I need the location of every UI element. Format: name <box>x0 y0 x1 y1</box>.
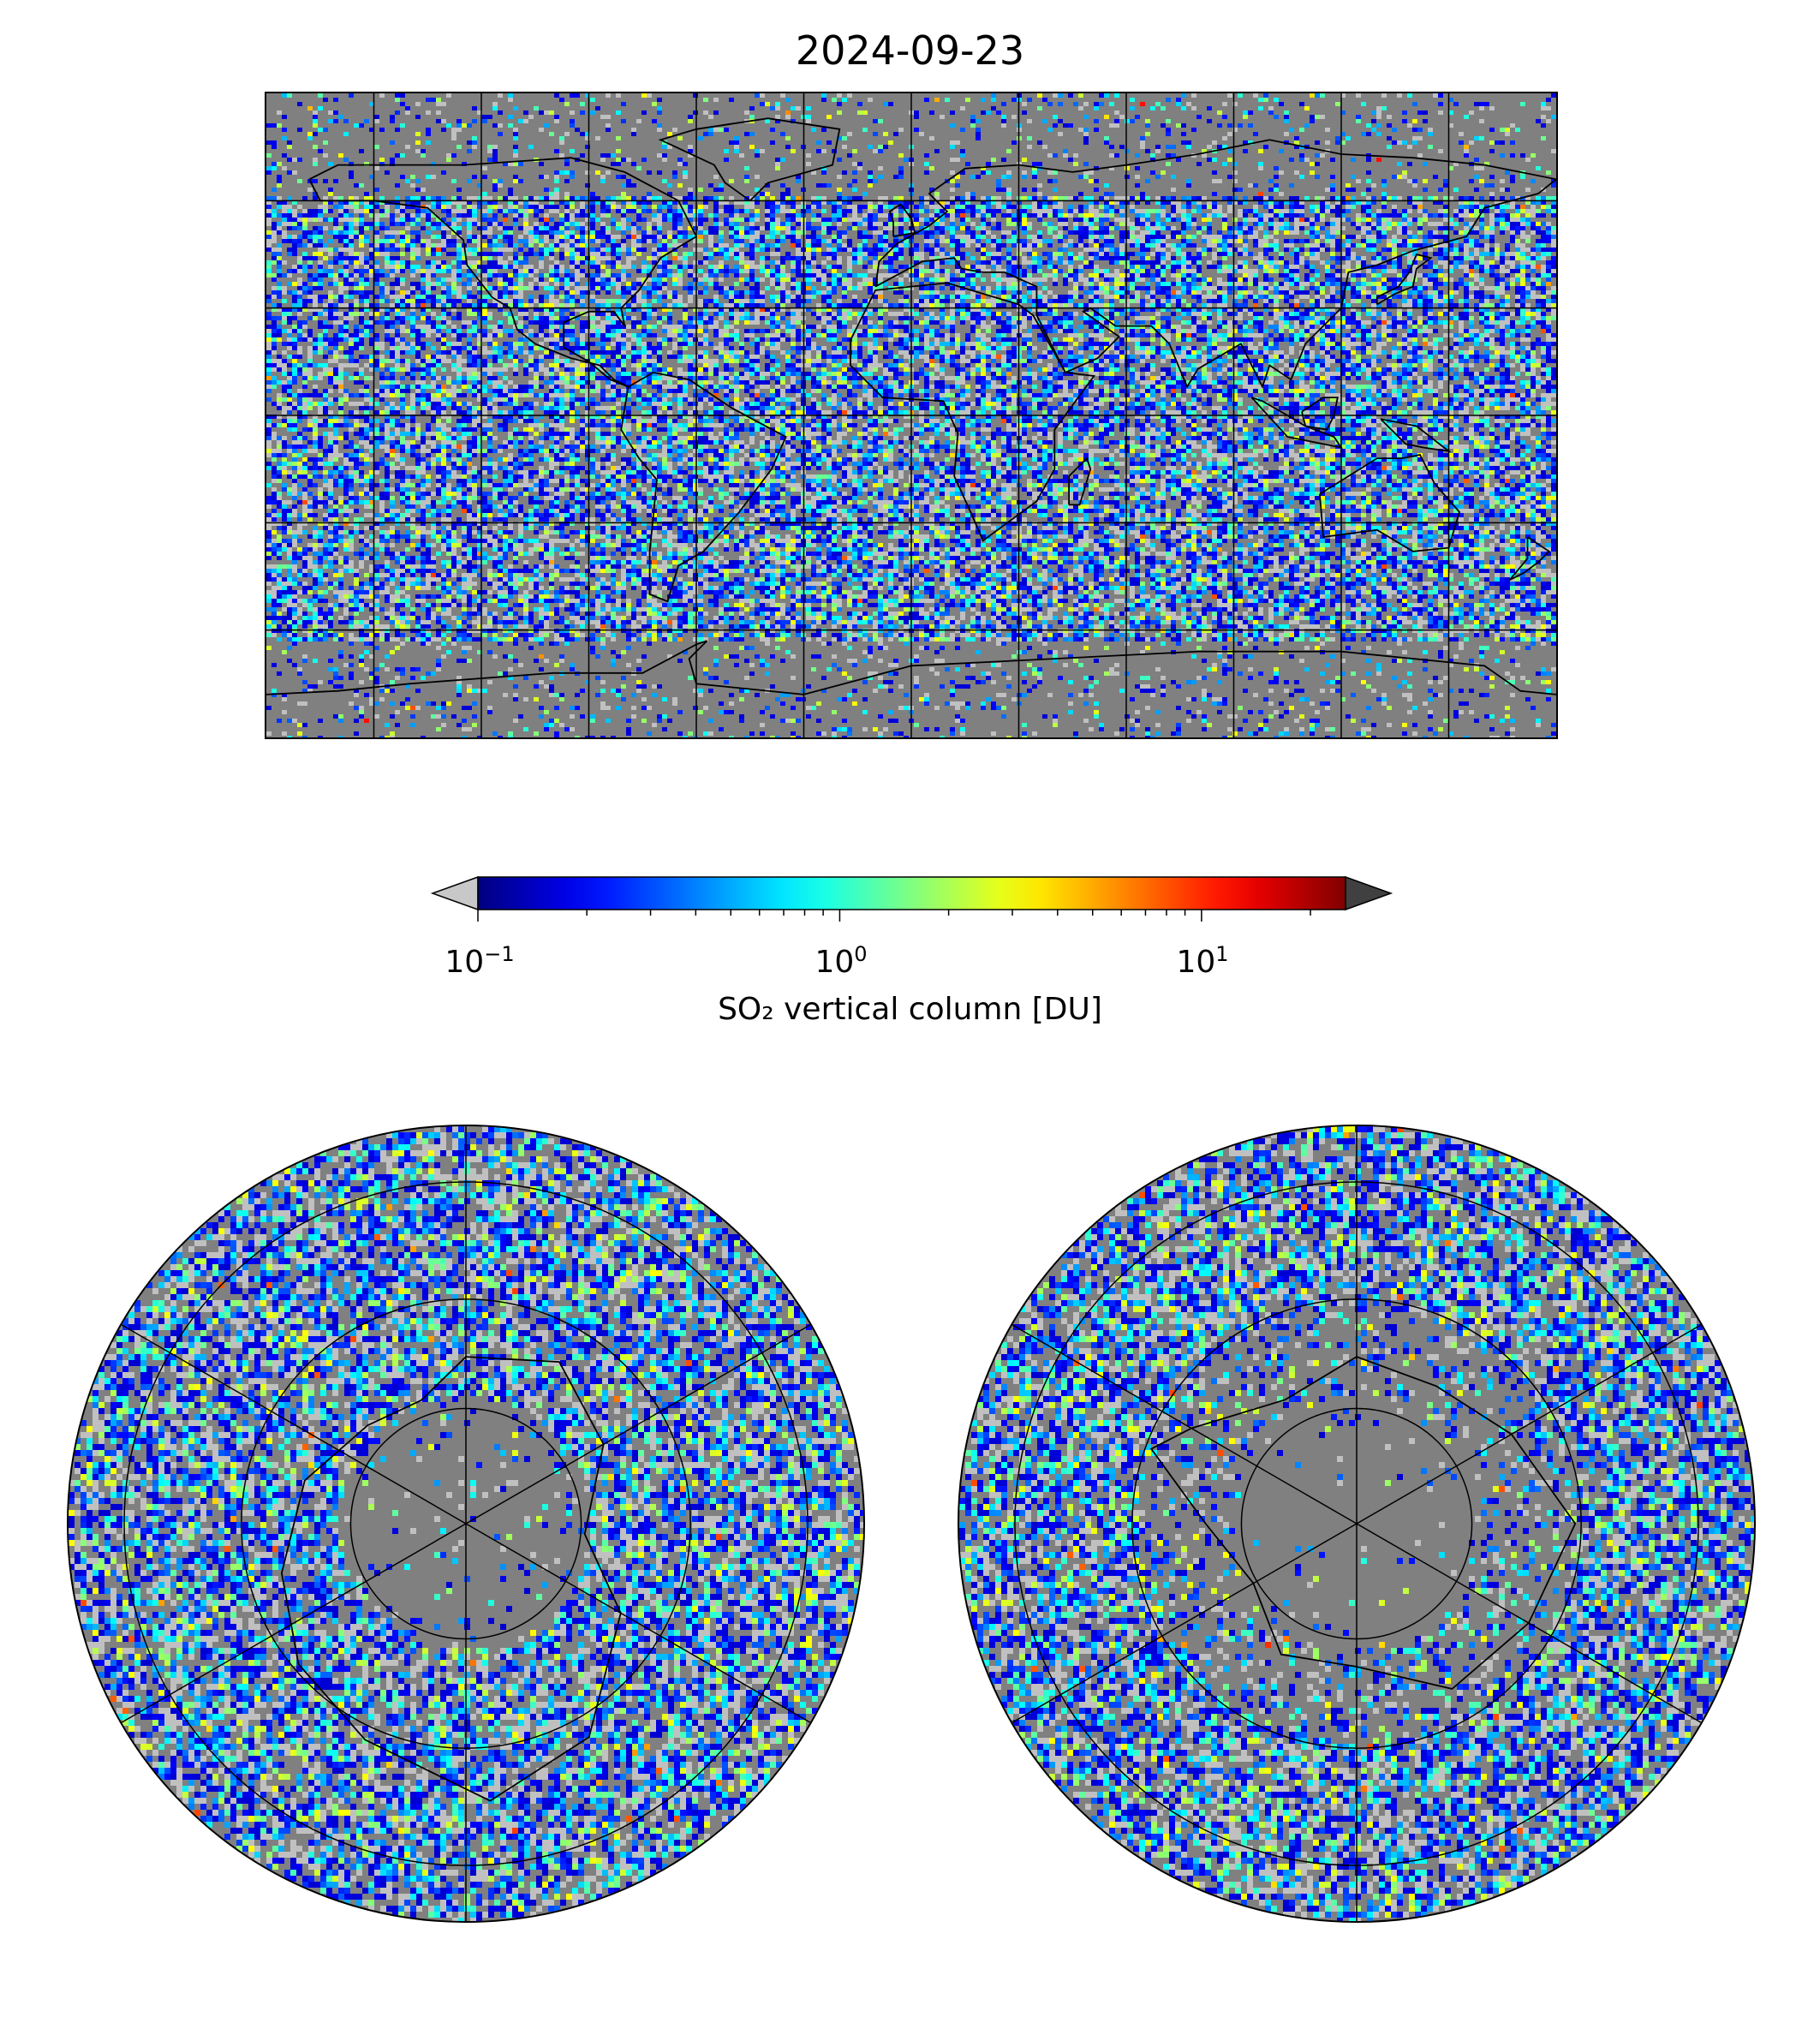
south-polar-map <box>958 1125 1756 1923</box>
colorbar-ticks <box>477 910 1311 922</box>
north-polar-coastlines <box>280 1356 622 1802</box>
south-polar-data-pixels <box>959 1126 1754 1921</box>
colorbar-gradient <box>477 876 1346 910</box>
colorbar-under-arrow <box>430 875 479 911</box>
south-polar-gridlines <box>1011 1126 1702 1921</box>
colorbar-tick-3: 101 <box>1134 942 1271 980</box>
south-polar-canvas <box>959 1126 1754 1921</box>
north-polar-gridlines <box>121 1126 811 1921</box>
colorbar-tick-1: 10−1 <box>411 942 548 980</box>
colorbar-tick-2: 100 <box>773 942 910 980</box>
north-polar-data-pixels <box>69 1126 863 1921</box>
colorbar-over-arrow <box>1345 875 1393 911</box>
south-polar-coastlines <box>1149 1356 1577 1690</box>
global-map-canvas <box>266 93 1556 737</box>
north-polar-map <box>67 1125 865 1923</box>
colorbar-label: SO₂ vertical column [DU] <box>0 992 1820 1027</box>
global-map <box>265 92 1558 739</box>
chart-title: 2024-09-23 <box>0 27 1820 74</box>
global-coastlines <box>266 117 1556 695</box>
global-data-pixels <box>266 93 1556 737</box>
north-polar-canvas <box>69 1126 863 1921</box>
